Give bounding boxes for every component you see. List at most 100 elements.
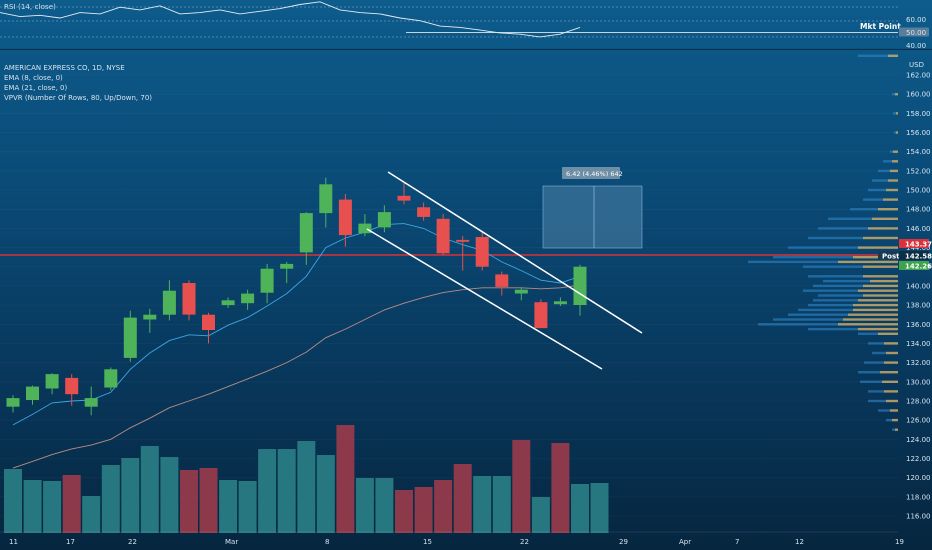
price-tag-green	[899, 261, 929, 270]
vpvr-row-down	[748, 260, 838, 264]
price-tick-label: 132.00	[906, 359, 931, 367]
vpvr-row-up	[853, 256, 898, 259]
candle-body	[397, 195, 411, 201]
price-tag-green-value: 142.26	[905, 263, 932, 271]
vpvr-row-down	[892, 428, 895, 431]
time-tick-label: 7	[735, 538, 739, 546]
vpvr-row-up	[858, 327, 898, 331]
rsi-title: RSI (14, close)	[4, 3, 56, 11]
candle-body	[45, 374, 59, 389]
vpvr-row-up	[853, 308, 898, 312]
channel-upper-line[interactable]	[387, 171, 643, 334]
price-tag-post	[899, 251, 929, 260]
vpvr-row-up	[882, 380, 898, 383]
volume-bars	[4, 425, 609, 533]
vpvr-row-up	[886, 188, 898, 192]
price-tick-label: 134.00	[906, 340, 931, 348]
vpvr-row-down	[808, 303, 853, 307]
volume-bar	[512, 440, 531, 533]
vpvr-row-down	[878, 409, 890, 412]
time-tick-label: 8	[325, 538, 329, 546]
candle-body	[202, 314, 215, 330]
rsi-tick-40: 40.00	[906, 42, 926, 50]
time-axis[interactable]: 11 17 22 Mar 8 15 22 29 Apr 7 12 19	[9, 538, 904, 546]
price-tick-label: 126.00	[906, 417, 931, 425]
legend-vpvr[interactable]: VPVR (Number Of Rows, 80, Up/Down, 70)	[4, 94, 153, 102]
candle-body	[377, 212, 391, 228]
vpvr-row-up	[878, 208, 898, 211]
candle-body	[221, 300, 235, 306]
vpvr-row-up	[863, 294, 898, 297]
vpvr-row-up	[896, 112, 898, 115]
price-tag-red	[899, 239, 929, 248]
rsi-panel: Mkt Point 60.00 50.00 40.00	[0, 1, 932, 50]
vpvr-row-up	[872, 217, 898, 220]
price-tick-label: 146.00	[906, 225, 931, 233]
volume-bar	[414, 487, 433, 533]
vpvr-row-down	[858, 371, 880, 374]
vpvr-row-down	[864, 361, 884, 364]
vpvr-row-up	[895, 428, 898, 431]
vpvr-row-down	[788, 246, 858, 249]
price-tick-label: 162.00	[906, 72, 931, 80]
channel-lower-line[interactable]	[366, 228, 603, 370]
candles	[6, 177, 587, 416]
vpvr-row-down	[818, 227, 868, 230]
vpvr-row-down	[803, 265, 863, 268]
price-tick-label: 144.00	[906, 244, 931, 252]
vpvr-row-down	[872, 351, 886, 355]
legend-symbol[interactable]: AMERICAN EXPRESS CO, 1D, NYSE	[4, 64, 125, 72]
price-tick-label: 156.00	[906, 129, 931, 137]
grid-lines	[0, 74, 898, 517]
price-axis[interactable]: 162.00 160.00 158.00 156.00 154.00 152.00 150.…	[906, 72, 931, 521]
vpvr-row-down	[890, 150, 893, 153]
price-tick-label: 158.00	[906, 110, 931, 118]
candle-body	[143, 314, 157, 320]
vpvr-row-down	[813, 299, 858, 302]
candle-body	[104, 369, 118, 388]
legend-ema-8[interactable]: EMA (8, close, 0)	[4, 74, 63, 82]
vpvr-row-down	[878, 169, 890, 173]
price-unit-label: USD	[909, 61, 924, 69]
volume-bar	[219, 480, 238, 533]
volume-bar	[277, 449, 296, 533]
candle-body	[280, 263, 294, 269]
vpvr-row-up	[880, 371, 898, 374]
candle-body	[162, 290, 176, 315]
vpvr-row-up	[863, 275, 898, 278]
vpvr-row-up	[892, 418, 898, 422]
ema-21-line	[12, 284, 581, 469]
volume-bar	[180, 470, 198, 533]
vpvr-row-down	[813, 284, 863, 288]
vpvr-row-down	[828, 217, 872, 220]
vpvr-row-down	[808, 236, 863, 240]
volume-bar	[160, 457, 179, 533]
volume-bar	[492, 476, 511, 533]
vpvr-row-down	[886, 418, 892, 422]
volume-bar	[375, 478, 394, 533]
legend-ema-21[interactable]: EMA (21, close, 0)	[4, 84, 68, 92]
time-tick-label: 22	[128, 538, 137, 546]
price-tag-post-value: 142.58	[905, 253, 932, 261]
vpvr-row-down	[868, 342, 884, 345]
vpvr-row-down	[808, 275, 863, 278]
candle-body	[84, 398, 98, 407]
volume-bar	[23, 480, 42, 533]
vpvr-row-up	[890, 409, 898, 412]
candle-body	[417, 207, 431, 217]
vpvr-row-up	[888, 54, 898, 57]
volume-bar	[336, 425, 355, 533]
vpvr-row-up	[888, 179, 898, 182]
volume-bar	[473, 476, 492, 533]
post-label: Post	[882, 253, 900, 261]
volume-bar	[4, 469, 22, 533]
volume-bar	[43, 481, 62, 533]
vpvr-row-down	[818, 294, 863, 297]
vpvr-row-up	[858, 289, 898, 292]
vpvr-profile	[748, 54, 898, 431]
time-tick-label: 29	[619, 538, 628, 546]
vpvr-row-up	[858, 246, 898, 249]
time-tick-label: 12	[795, 538, 804, 546]
price-tick-label: 154.00	[906, 148, 931, 156]
